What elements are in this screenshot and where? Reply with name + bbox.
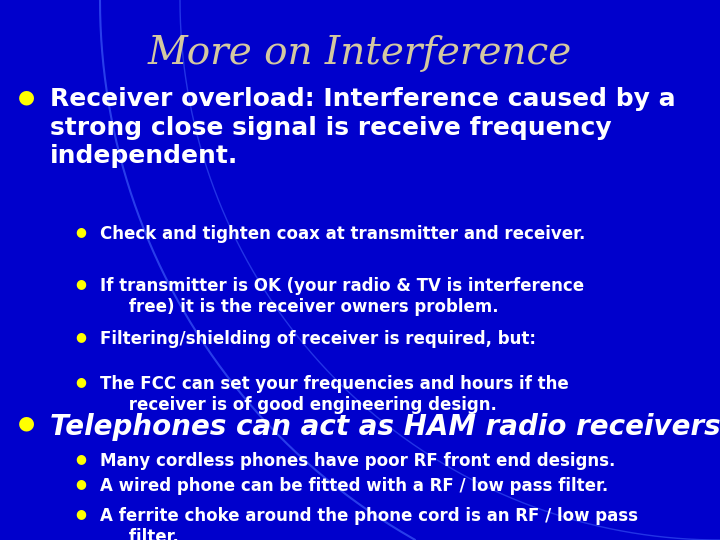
Text: ●: ● [75,477,86,490]
Text: ●: ● [75,330,86,343]
Text: A ferrite choke around the phone cord is an RF / low pass
     filter.: A ferrite choke around the phone cord is… [100,507,638,540]
Text: ●: ● [75,452,86,465]
Text: ●: ● [75,225,86,238]
Text: ●: ● [75,375,86,388]
Text: Telephones can act as HAM radio receivers.: Telephones can act as HAM radio receiver… [50,413,720,441]
Text: Receiver overload: Interference caused by a
strong close signal is receive frequ: Receiver overload: Interference caused b… [50,87,675,168]
Text: ●: ● [18,413,35,432]
Text: Many cordless phones have poor RF front end designs.: Many cordless phones have poor RF front … [100,452,616,470]
Text: Check and tighten coax at transmitter and receiver.: Check and tighten coax at transmitter an… [100,225,585,243]
Text: ●: ● [75,507,86,520]
Text: More on Interference: More on Interference [148,35,572,72]
Text: ●: ● [18,87,35,106]
Text: The FCC can set your frequencies and hours if the
     receiver is of good engin: The FCC can set your frequencies and hou… [100,375,569,414]
Text: If transmitter is OK (your radio & TV is interference
     free) it is the recei: If transmitter is OK (your radio & TV is… [100,277,584,316]
Text: A wired phone can be fitted with a RF / low pass filter.: A wired phone can be fitted with a RF / … [100,477,608,495]
Text: Filtering/shielding of receiver is required, but:: Filtering/shielding of receiver is requi… [100,330,536,348]
Text: ●: ● [75,277,86,290]
